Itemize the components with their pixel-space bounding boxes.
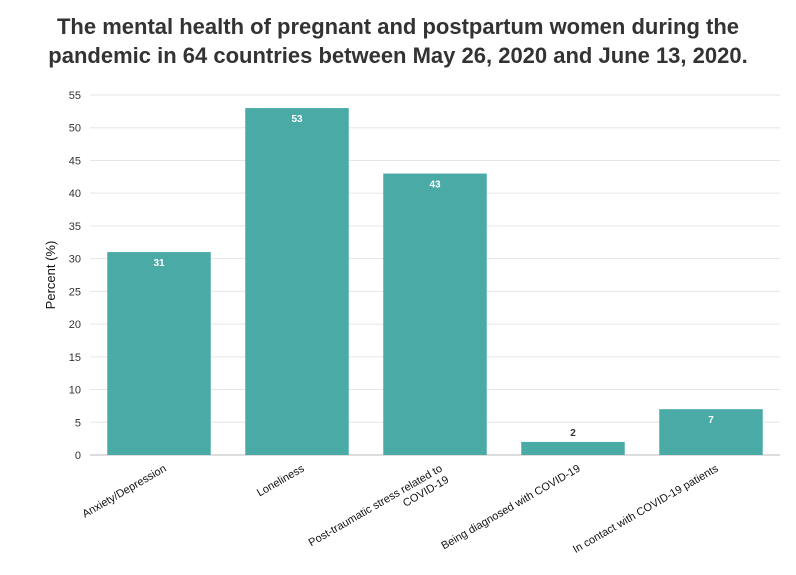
category-label: Loneliness (255, 462, 307, 499)
data-labels: 31 53 43 2 7 (153, 114, 714, 439)
category-label-line: Being diagnosed with COVID-19 (439, 463, 582, 553)
category-label: Anxiety/Depression (80, 463, 168, 521)
y-tick-label: 50 (69, 123, 81, 135)
y-tick-label: 0 (75, 450, 81, 462)
data-label: 53 (291, 114, 303, 125)
bar (383, 173, 487, 455)
category-label-line: Anxiety/Depression (80, 463, 168, 521)
chart-title-line-1: The mental health of pregnant and postpa… (56, 14, 740, 39)
y-tick-label: 15 (69, 352, 81, 364)
x-axis-tick-labels: Anxiety/Depression Loneliness Post-traumat… (80, 462, 721, 555)
data-label: 43 (429, 180, 441, 191)
bar (659, 409, 763, 455)
y-axis-ticks: 0 5 10 15 20 25 30 35 40 45 50 55 (69, 90, 81, 462)
y-tick-label: 40 (69, 188, 81, 200)
data-label: 2 (570, 428, 576, 439)
y-tick-label: 20 (69, 319, 81, 331)
chart-title: The mental health of pregnant and postpa… (0, 12, 796, 70)
y-tick-label: 30 (69, 254, 81, 266)
chart-title-line-2: pandemic in 64 countries between May 26,… (48, 43, 748, 68)
category-label-line: In contact with COVID-19 patients (571, 462, 721, 555)
category-label-line: Post-traumatic stress related to (307, 463, 445, 550)
y-tick-label: 45 (69, 155, 81, 167)
y-tick-label: 25 (69, 286, 81, 298)
y-axis-label: Percent (%) (43, 241, 58, 310)
y-tick-label: 35 (69, 221, 81, 233)
bar (107, 252, 211, 455)
bars (107, 108, 763, 455)
category-label: In contact with COVID-19 patients (571, 462, 721, 555)
category-label: Being diagnosed with COVID-19 (439, 463, 582, 553)
data-label: 31 (153, 258, 165, 269)
category-label-line: Loneliness (255, 462, 307, 499)
y-tick-label: 5 (75, 417, 81, 429)
y-tick-label: 55 (69, 90, 81, 102)
y-tick-label: 10 (69, 385, 81, 397)
data-label: 7 (708, 415, 714, 426)
bar (521, 441, 625, 455)
bar (245, 108, 349, 455)
